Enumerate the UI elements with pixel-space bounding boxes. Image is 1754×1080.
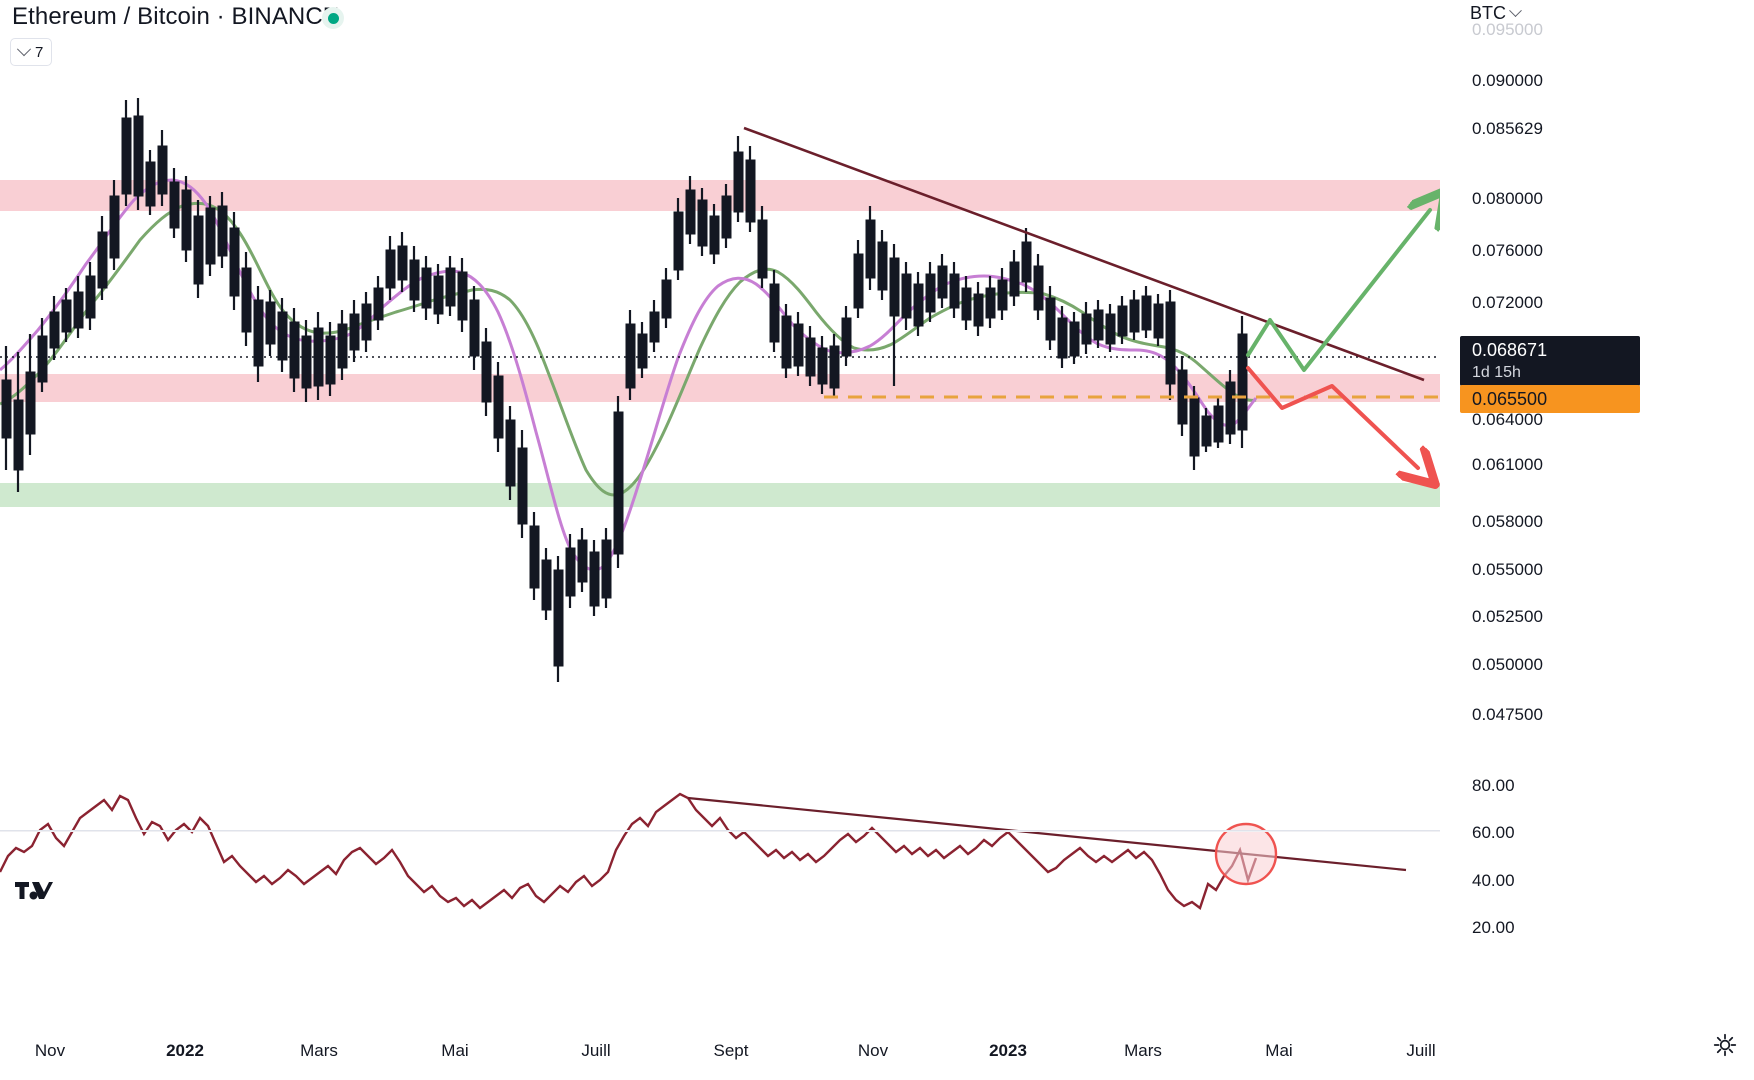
time-tick: Juill [581,1041,611,1060]
tradingview-logo[interactable] [14,880,54,906]
price-tick: 0.090000 [1472,71,1543,90]
price-tick: 0.095000 [1472,20,1543,39]
support-zone [0,483,1460,507]
chevron-down-icon [1509,4,1522,18]
resistance-zone-upper [0,180,1460,211]
rsi-tick: 40.00 [1472,871,1515,890]
bullish-projection-arrow [1246,210,1430,372]
rsi-breakout-highlight [1214,822,1278,886]
timeframe-label: 7 [35,43,44,61]
price-tick: 0.072000 [1472,293,1543,312]
price-scale[interactable]: BTC 0.095000 0.090000 0.085629 0.080000 0.07… [1440,0,1754,1030]
price-tick: 0.061000 [1472,455,1543,474]
bearish-projection-arrow [1246,366,1418,468]
last-price-value: 0.068671 [1472,340,1548,360]
time-tick: Mai [441,1041,469,1060]
time-tick: 2022 [166,1041,204,1060]
rsi-tick: 60.00 [1472,823,1515,842]
ma-fast-line [0,178,1258,572]
descending-resistance-trendline [743,126,1425,382]
timeframe-selector[interactable]: 7 [10,38,53,66]
rsi-tick: 20.00 [1472,918,1515,937]
price-tick: 0.050000 [1472,655,1543,674]
last-price-badge[interactable]: 0.068671 1d 15h [1460,336,1640,386]
pane-divider[interactable] [0,830,1754,831]
pane-divider-shadow [0,831,1754,832]
chevron-down-icon [16,42,32,57]
price-tick: 0.064000 [1472,410,1543,429]
time-scale[interactable]: Nov 2022 Mars Mai Juill Sept Nov 2023 Mars Mai Jui… [0,1030,1754,1080]
time-tick: 2023 [989,1041,1027,1060]
rsi-descending-trendline [687,796,1407,872]
time-tick: Nov [857,1041,889,1060]
resistance-zone-lower [0,374,1460,402]
alert-level-badge[interactable]: 0.065500 [1460,385,1640,413]
ma-slow-line [0,201,1257,497]
market-open-dot-icon [322,7,344,29]
gear-icon[interactable] [1712,1032,1738,1058]
time-tick: Mars [300,1041,338,1060]
candlestick-series [1,98,1248,682]
price-tick: 0.076000 [1472,241,1543,260]
price-tick: 0.080000 [1472,189,1543,208]
rsi-tick: 80.00 [1472,776,1515,795]
time-tick: Mai [1265,1041,1293,1060]
price-tick: 0.055000 [1472,560,1543,579]
bar-countdown: 1d 15h [1472,364,1521,381]
currency-label: BTC [1470,3,1506,23]
time-tick: Mars [1124,1041,1162,1060]
time-tick: Juill [1406,1041,1436,1060]
price-tick: 0.052500 [1472,607,1543,626]
price-tick: 0.058000 [1472,512,1543,531]
time-tick: Nov [34,1041,66,1060]
currency-selector[interactable]: BTC [1470,3,1522,24]
rsi-line [0,792,1258,910]
price-tick: 0.047500 [1472,705,1543,724]
time-tick: Sept [713,1041,749,1060]
page-title[interactable]: Ethereum / Bitcoin · BINANCE [12,3,339,30]
price-tick: 0.085629 [1472,119,1543,138]
chart-header: Ethereum / Bitcoin · BINANCE 7 [0,0,1440,70]
